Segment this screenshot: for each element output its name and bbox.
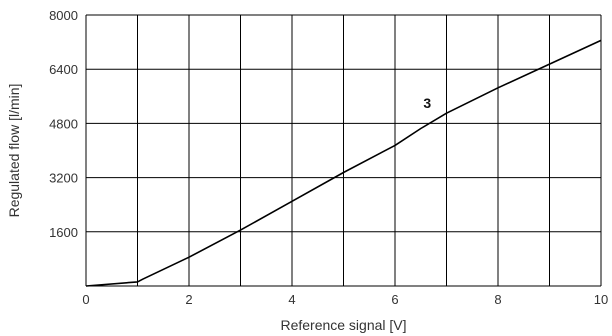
y-tick-label: 3200 bbox=[49, 171, 78, 186]
curve-label: 3 bbox=[423, 95, 431, 111]
y-tick-label: 1600 bbox=[49, 225, 78, 240]
x-axis-label: Reference signal [V] bbox=[280, 317, 406, 333]
y-tick-label: 4800 bbox=[49, 116, 78, 131]
x-tick-label: 8 bbox=[494, 292, 501, 307]
y-tick-label: 8000 bbox=[49, 8, 78, 23]
y-axis-label: Regulated flow [l/min] bbox=[6, 84, 22, 218]
x-tick-label: 0 bbox=[82, 292, 89, 307]
x-tick-label: 6 bbox=[391, 292, 398, 307]
x-tick-label: 2 bbox=[185, 292, 192, 307]
x-tick-label: 10 bbox=[594, 292, 608, 307]
annotation-layer: 3 bbox=[423, 95, 431, 111]
y-tick-label: 6400 bbox=[49, 62, 78, 77]
chart-grid bbox=[85, 14, 602, 287]
series-layer bbox=[85, 39, 602, 287]
series-line bbox=[85, 39, 602, 287]
x-tick-label: 4 bbox=[288, 292, 295, 307]
tick-labels: 0 2 4 6 8 10 1600 3200 4800 6400 8000 bbox=[49, 8, 608, 307]
